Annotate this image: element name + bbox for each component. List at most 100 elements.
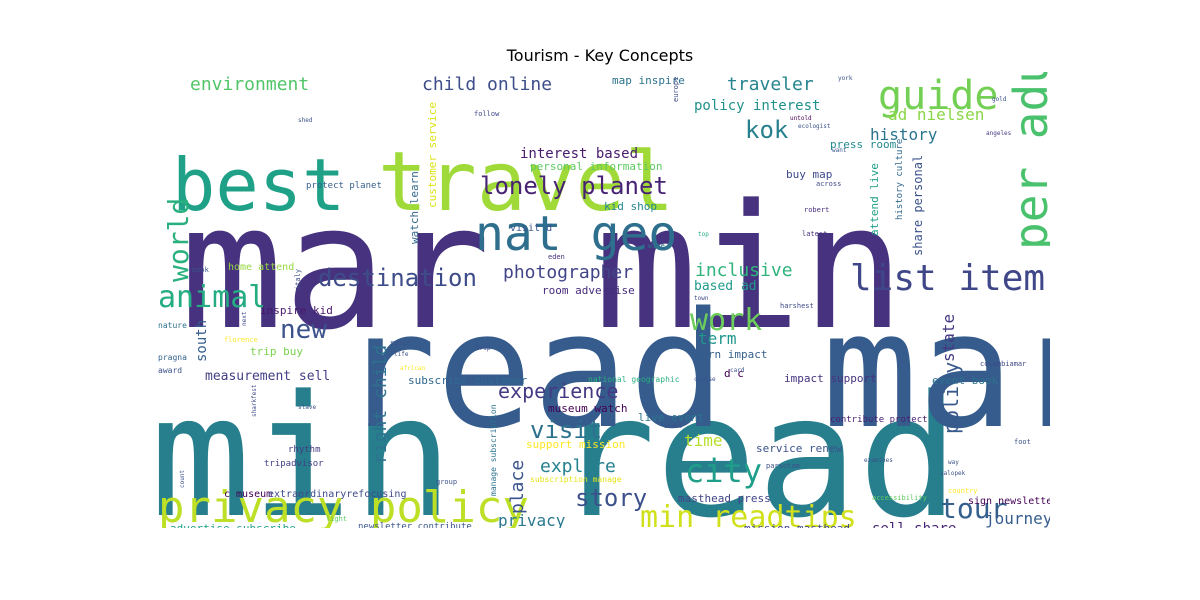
word-read-mar: read mar [340, 277, 1050, 464]
chart-title: Tourism - Key Concepts [506, 46, 694, 65]
word-colombiamar: colombiamar [980, 360, 1026, 368]
word-attend-live: attend live [868, 163, 881, 236]
word-press-room: press room [830, 138, 897, 151]
word-ecologist: ecologist [798, 123, 831, 130]
word-history-culture: history culture [895, 139, 905, 220]
word-follow: follow [474, 110, 500, 118]
word-explore: explore [540, 456, 616, 477]
word-visit-d: visit d [510, 223, 552, 234]
word-kid-shop: kid shop [604, 200, 657, 213]
word-home-attend: home attend [228, 262, 294, 273]
word-award: award [158, 366, 182, 375]
word-kok: kok [745, 116, 789, 144]
word-south: south [194, 320, 210, 362]
word-support-mission: support mission [526, 438, 625, 451]
word-story: story [575, 484, 647, 512]
word-want: want [832, 147, 847, 154]
word-interest-based: interest based [520, 146, 638, 162]
word-personal-information: personal information [530, 160, 662, 173]
word-extraordinaryrefocusing: extraordinaryrefocusing [268, 489, 406, 500]
word-nature: nature [158, 321, 187, 330]
word-space: space [390, 339, 411, 347]
word-animal: animal [158, 280, 266, 315]
word-slave: slave [298, 404, 316, 411]
word-environment: environment [190, 74, 309, 95]
word-sell-share: sell share [872, 521, 956, 528]
word-privacy-policy: privacy policy [158, 482, 529, 528]
word-way: way [948, 459, 959, 466]
word-learn-impact: learn impact [688, 348, 767, 361]
word-history: history [870, 125, 938, 144]
word-customer-service: customer service [426, 102, 439, 208]
word-travel: travel [378, 135, 674, 230]
word-ad-nielsen: ad nielsen [888, 105, 984, 124]
word-based-ad: based ad [694, 279, 757, 294]
word-foot: foot [1014, 438, 1031, 446]
word-italy: italy [294, 269, 302, 290]
word-light: light [326, 515, 347, 523]
word-florence: florence [224, 336, 258, 344]
word-country: country [948, 487, 978, 495]
word-measurement-sell: measurement sell [205, 369, 330, 384]
word-d-c: d c [724, 367, 744, 380]
word-newsletter-contribute: newsletter contribute [358, 522, 472, 528]
word-harshest: harshest [780, 302, 814, 310]
word-subscription-manage: subscription manage [530, 475, 622, 484]
word-national-geographic: national geographic [588, 375, 680, 384]
word-right-child: right child [370, 345, 391, 464]
word-inspire-kid: inspire kid [260, 304, 333, 317]
word-next: next [241, 311, 248, 326]
word-best: best [172, 143, 345, 227]
word-angeles: angeles [986, 130, 1012, 137]
word-latest: latest [802, 230, 827, 238]
word-inclusive: inclusive [695, 260, 793, 281]
word-contribute-protect: contribute protect [830, 415, 928, 425]
word-min-readtips: min readtips [640, 500, 857, 528]
word-tour: tour [940, 492, 1007, 525]
word-book: book [192, 266, 210, 274]
word-life: life [394, 351, 409, 358]
word-lonely-planet: lonely planet [480, 172, 668, 200]
word-mission-masthead: mission masthead [744, 522, 850, 528]
word-group: group [436, 478, 457, 486]
word-card: card [730, 367, 745, 374]
word-robert: robert [804, 206, 829, 214]
word-experience: experience [498, 379, 618, 403]
word-child-online: child online [422, 74, 552, 95]
word-mar-min: mar min [180, 167, 905, 368]
word-visit: visit [530, 416, 602, 444]
word-list-item: list item [850, 258, 1045, 299]
word-buy-map: buy map [786, 168, 832, 181]
word-privacy: privacy [498, 511, 566, 528]
word-nat-geo: nat geo [475, 206, 677, 262]
word-photographer: photographer [503, 262, 633, 283]
word-issue: issue [664, 423, 682, 430]
word-parsotam: parsotam [766, 462, 800, 470]
word-sign-newsletter: sign newsletter [968, 496, 1050, 507]
word-pragna: pragna [158, 353, 187, 362]
word-share-personal: share personal [911, 155, 925, 256]
word-destination: destination [318, 264, 477, 292]
word-masthead-press: masthead press [678, 492, 771, 505]
word-cruise: cruise [694, 376, 716, 383]
word-count: count [179, 470, 186, 488]
word-state: state [939, 314, 958, 362]
word-world: world [162, 198, 195, 282]
word-york: york [838, 75, 853, 82]
word-salopek: salopek [940, 470, 966, 477]
word-gold: gold [992, 96, 1007, 103]
word-policy: policy [939, 362, 963, 434]
word-museum-watch: museum watch [548, 402, 627, 415]
word-guide: guide [878, 73, 998, 119]
word-accessibility: accessibility [872, 494, 927, 502]
word-per-adult: per adult [1004, 72, 1050, 250]
word-live-event: live event [638, 411, 704, 424]
word-city: city [685, 452, 762, 490]
word-journey: journey [985, 509, 1050, 528]
word-subscribe-customer: subscribe customer [408, 374, 528, 387]
word-trip-buy: trip buy [250, 345, 303, 358]
word-c-museum: c museum [224, 489, 272, 500]
word-cloud: mar min min read read mar travel best privacy… [150, 72, 1050, 528]
word-new: new [280, 315, 327, 345]
